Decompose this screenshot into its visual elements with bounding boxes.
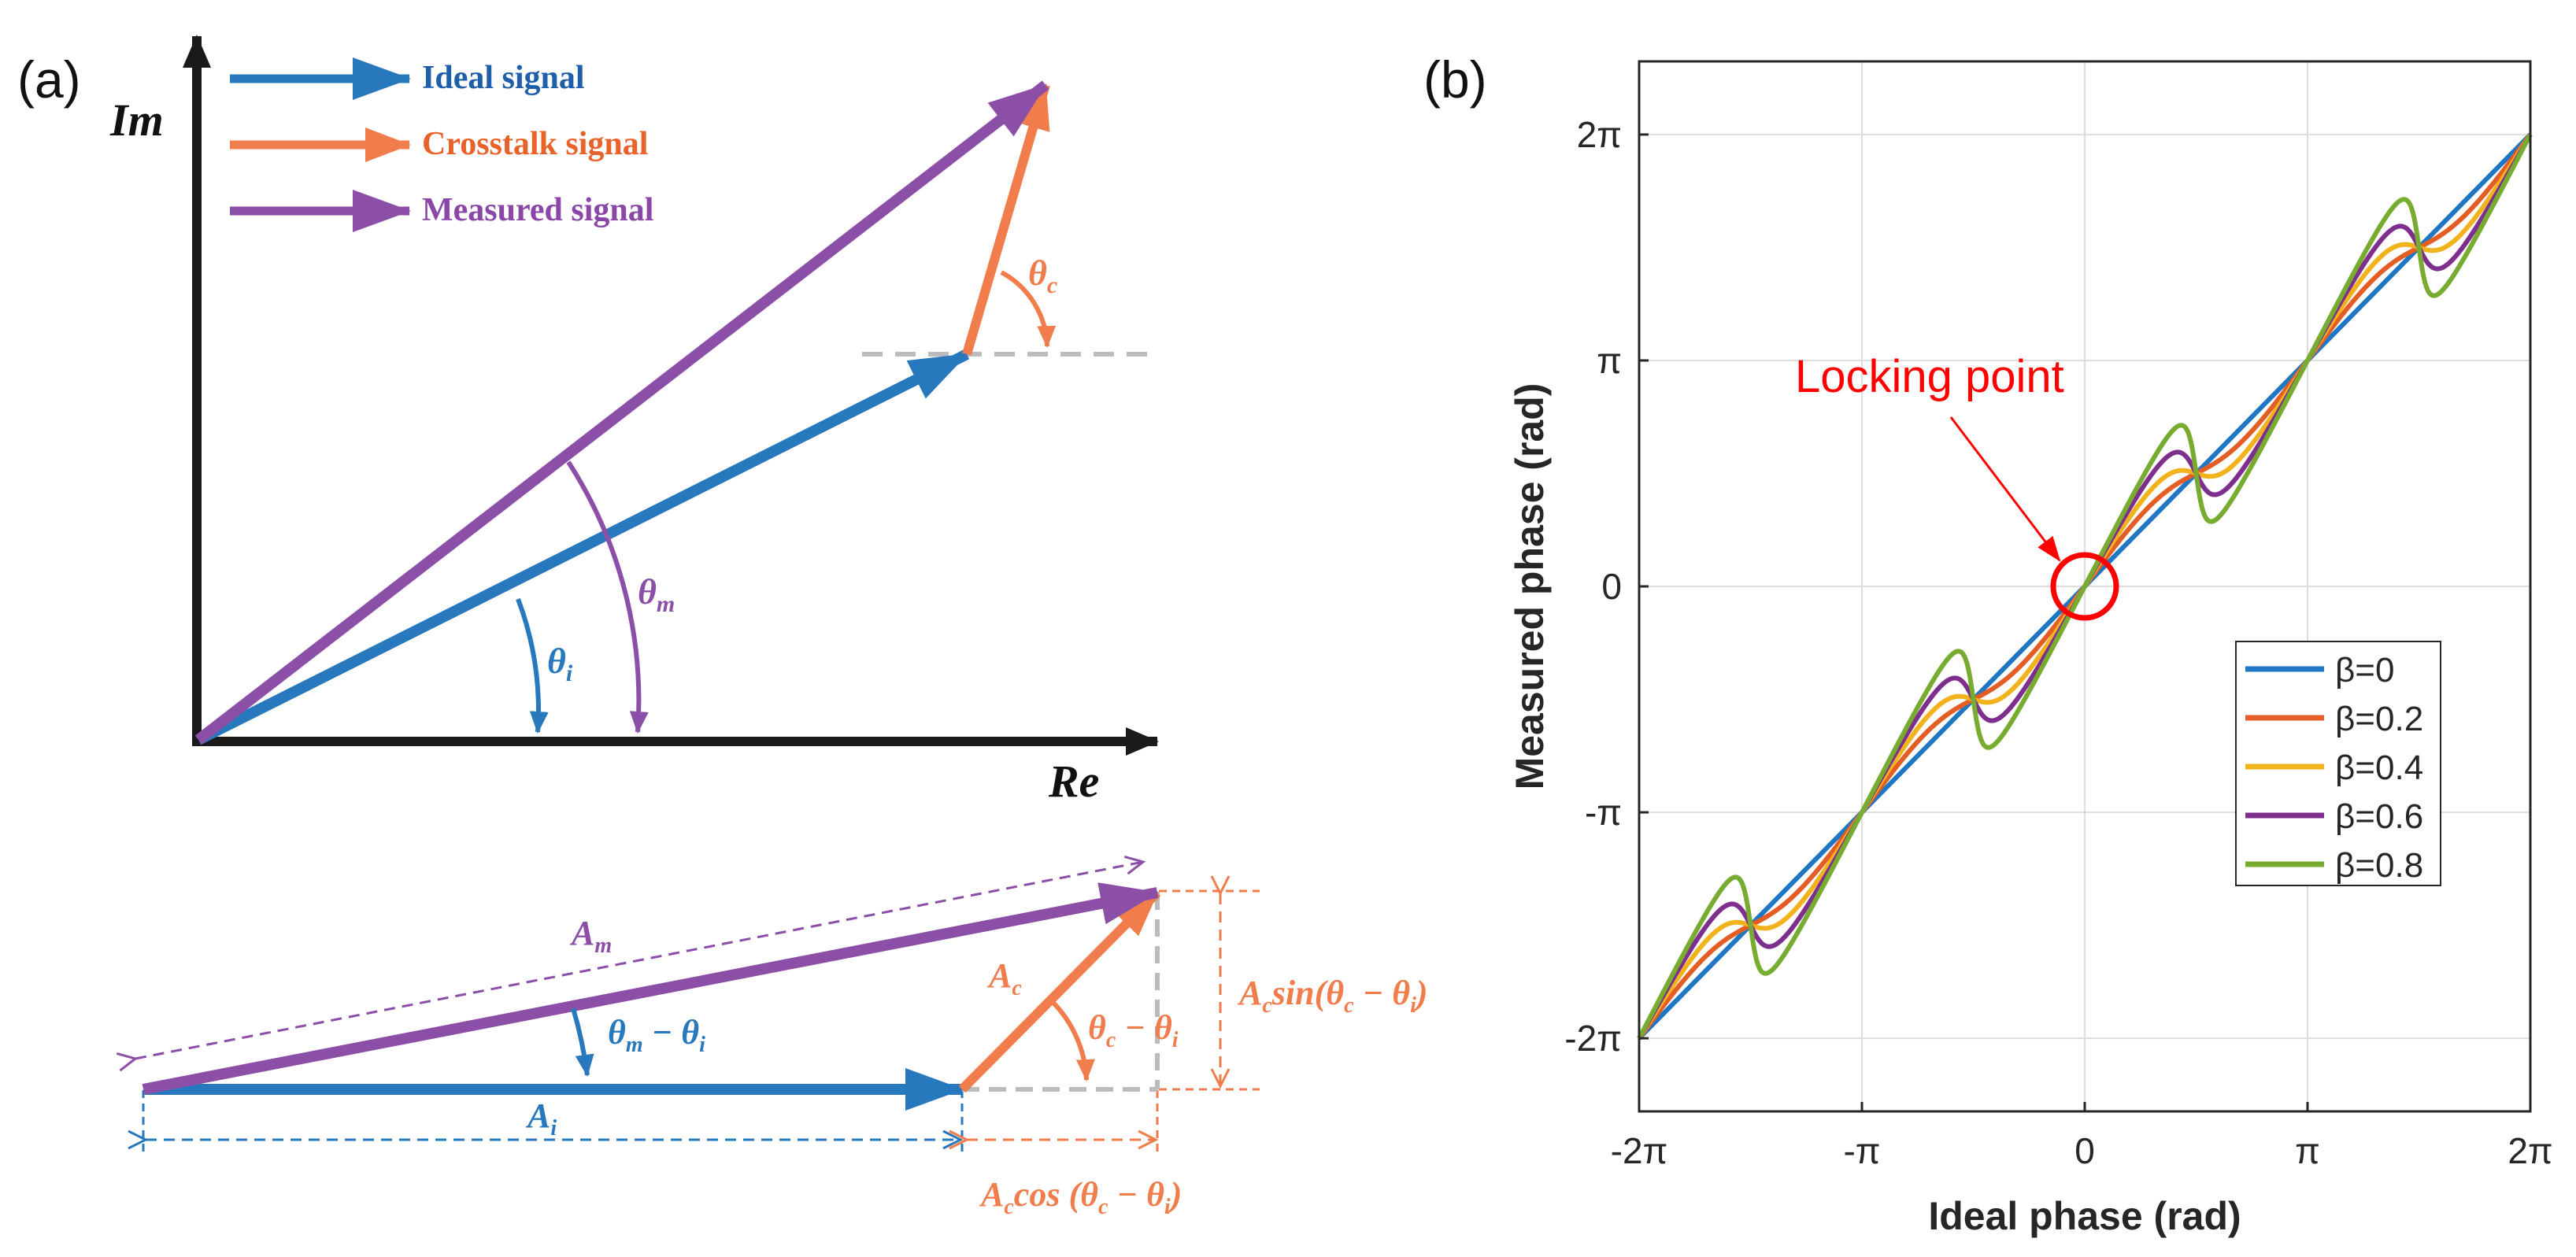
panel-a-legend: Ideal signal Crosstalk signal Measured s… (230, 57, 653, 232)
panel-a-label: (a) (17, 50, 81, 109)
theta-m-arc (566, 460, 649, 734)
theta-c-arc (1000, 270, 1057, 348)
y-tick-label: 2π (1577, 114, 1622, 155)
y-tick-label: -π (1585, 792, 1622, 833)
theta-i-label: θi (547, 641, 573, 686)
measured-signal-vector (194, 80, 1049, 745)
theta-m-minus-theta-i-label: θm − θi (608, 1013, 705, 1057)
am-vector (142, 882, 1159, 1095)
am-label: Am (569, 914, 612, 958)
am-dimension-line (116, 855, 1146, 1072)
theta-c-minus-theta-i-arc (1049, 999, 1095, 1081)
im-axis-label: Im (109, 94, 164, 146)
x-tick-label: 0 (2074, 1130, 2095, 1171)
crosstalk-signal-vector (962, 83, 1050, 356)
ac-sin-label: Acsin(θc − θi) (1237, 974, 1428, 1018)
theta-i-arc (516, 597, 549, 734)
re-axis-label: Re (1048, 756, 1099, 807)
y-tick-label: π (1597, 340, 1622, 381)
panel-a: (a) Im Re Ideal signal Crosstalk signal … (17, 35, 1428, 1219)
x-axis-title: Ideal phase (rad) (1928, 1194, 2241, 1238)
x-tick-label: π (2295, 1130, 2320, 1171)
locking-point-arrow (1949, 416, 2061, 562)
y-tick-label: 0 (1601, 566, 1622, 607)
legend-label: β=0.6 (2335, 797, 2423, 836)
ac-vector (958, 889, 1161, 1093)
legend-label: β=0.2 (2335, 700, 2423, 738)
theta-c-label: θc (1028, 253, 1057, 298)
ideal-signal-vector (195, 349, 970, 745)
ai-label: Ai (525, 1096, 557, 1141)
x-tick-label: -π (1843, 1130, 1880, 1171)
x-tick-label: -2π (1611, 1130, 1668, 1171)
locking-point-label: Locking point (1795, 351, 2064, 402)
y-tick-label: -2π (1564, 1018, 1622, 1059)
legend-ideal-label: Ideal signal (422, 60, 585, 96)
theta-m-minus-theta-i-arc (571, 1007, 594, 1077)
ac-label: Ac (986, 956, 1022, 1000)
y-axis-title: Measured phase (rad) (1508, 383, 1552, 790)
series-line-beta-0-8 (1637, 133, 2533, 1040)
chart-series (1637, 132, 2533, 1041)
chart-ticks: -2π -π 0 π 2π -2π -π 0 π 2π (1564, 114, 2552, 1171)
locking-point-circle (2050, 552, 2119, 621)
x-tick-label: 2π (2508, 1130, 2552, 1171)
legend-measured-label: Measured signal (422, 192, 653, 228)
chart-legend-box (2235, 641, 2441, 886)
panel-b: (b) -2π -π 0 π 2π -2π -π 0 π 2π Ideal phase (rad)… (1423, 50, 2553, 1238)
decomposition-diagram: Am Ai Ac θm − θi θc − θi Acsin(θc − θi) … (116, 855, 1428, 1219)
legend-crosstalk-label: Crosstalk signal (422, 126, 648, 162)
theta-m-label: θm (638, 571, 675, 617)
panel-b-label: (b) (1423, 50, 1487, 109)
legend-label: β=0 (2335, 651, 2394, 690)
legend-label: β=0.4 (2335, 749, 2423, 787)
ac-cos-label: Accos (θc − θi) (979, 1175, 1182, 1219)
legend-label: β=0.8 (2335, 846, 2423, 885)
chart-legend: β=0 β=0.2 β=0.4 β=0.6 β=0.8 (2235, 641, 2441, 886)
theta-c-minus-theta-i-label: θc − θi (1088, 1008, 1179, 1052)
